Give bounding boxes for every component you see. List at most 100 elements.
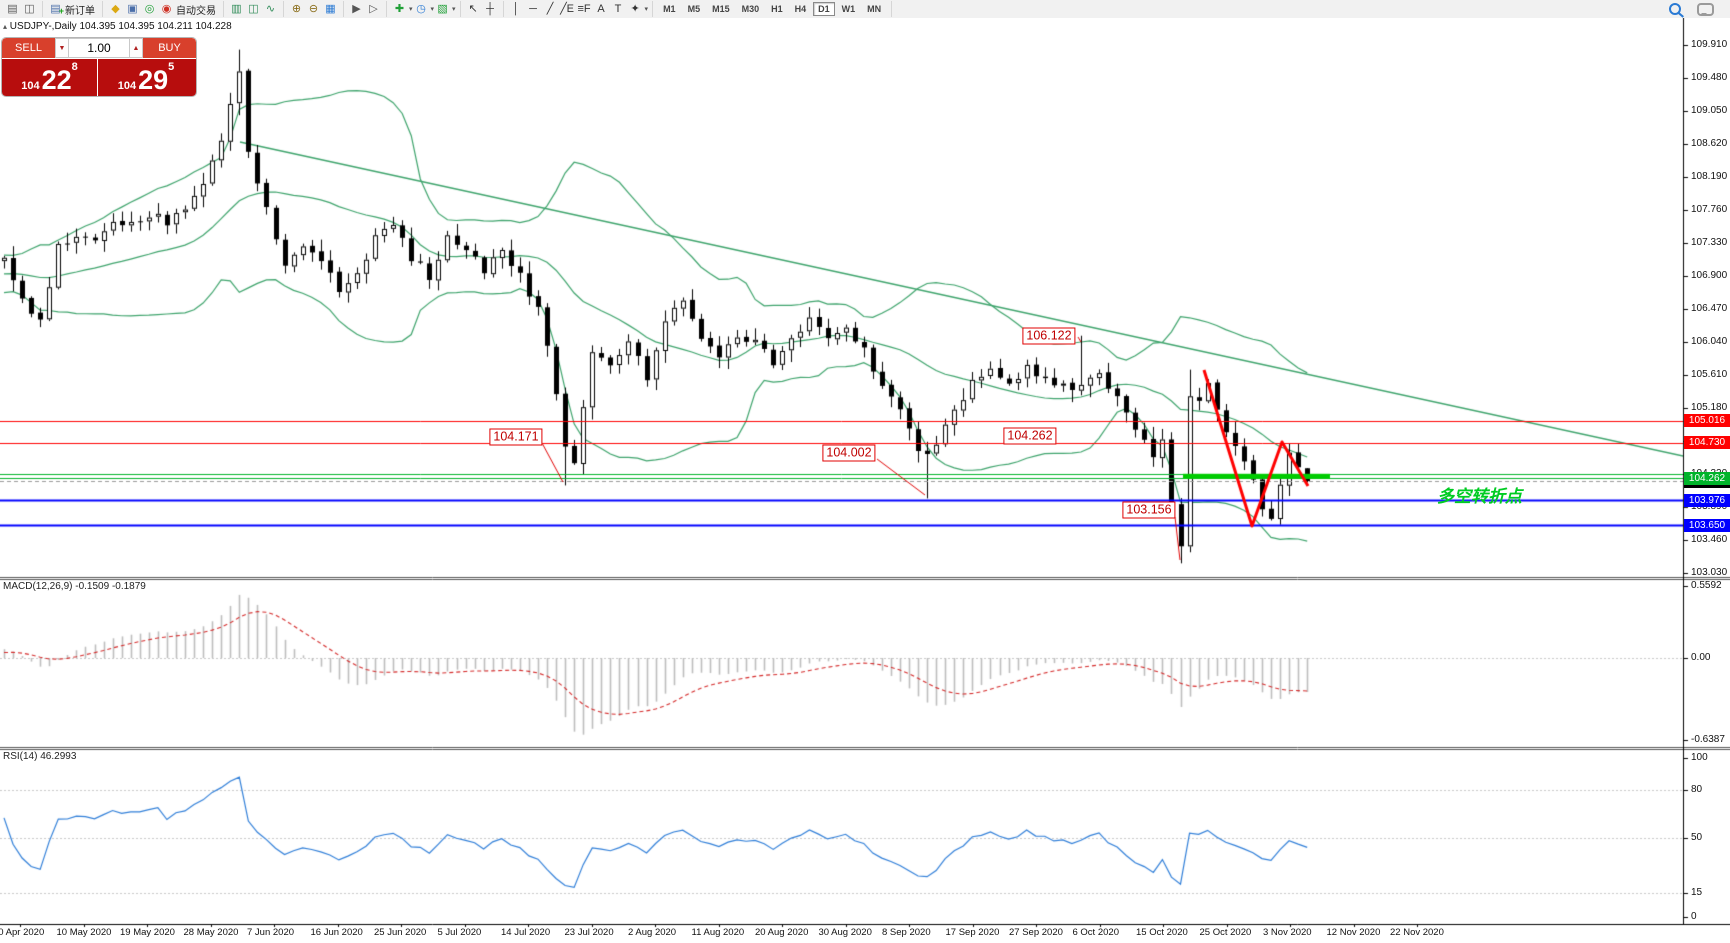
rsi-axis-tick: 80 (1691, 783, 1703, 795)
date-axis-label: 6 Oct 2020 (1072, 927, 1119, 938)
price-axis-tick: 106.470 (1691, 303, 1728, 314)
toolbar-group: ⊕ ⊖ ▦ (284, 1, 344, 17)
date-axis-label: 17 Sep 2020 (945, 927, 1000, 938)
price-annotation-label[interactable]: 106.122 (1022, 327, 1076, 345)
templates-icon[interactable]: ▧ (437, 2, 448, 15)
text-icon[interactable]: A (597, 2, 605, 15)
date-axis-label: 19 May 2020 (120, 927, 175, 938)
indicators-icon-dropdown[interactable]: ▾ (409, 6, 413, 13)
timeframe-h1[interactable]: H1 (771, 4, 783, 14)
vertical-line-icon[interactable]: │ (512, 2, 520, 15)
autotrading-icon[interactable]: ◉ (161, 2, 172, 15)
crosshair-icon[interactable]: ┼ (486, 2, 494, 15)
sell-price[interactable]: 104 22 8 (2, 59, 98, 96)
chart-title: ▴ USDJPY-,Daily 104.395 104.395 104.211 … (3, 21, 232, 32)
date-axis-label: 16 Jun 2020 (310, 927, 363, 938)
price-axis-tick: 108.620 (1691, 138, 1728, 149)
volume-input[interactable] (69, 38, 129, 58)
price-axis-tick: 103.030 (1691, 567, 1728, 578)
price-axis-tick: 109.480 (1691, 72, 1728, 83)
line-chart-mode-icon[interactable]: ∿ (265, 2, 276, 15)
metaeditor-icon[interactable]: ◆ (111, 2, 120, 15)
price-annotation-label[interactable]: 104.262 (1003, 427, 1057, 445)
date-axis-label: 23 Jul 2020 (564, 927, 614, 938)
chat-icon[interactable] (1697, 2, 1714, 16)
buy-price[interactable]: 104 29 5 (98, 59, 194, 96)
sell-button[interactable]: SELL (2, 38, 55, 58)
price-level-badge: 103.650 (1684, 518, 1730, 532)
macd-label: MACD(12,26,9) -0.1509 -0.1879 (3, 581, 146, 592)
profiles-icon[interactable]: ◫ (24, 2, 35, 15)
timeframe-m5[interactable]: M5 (687, 4, 701, 14)
price-axis-tick: 109.050 (1691, 105, 1728, 116)
new-order-icon[interactable]: ▤ + (47, 2, 64, 17)
search-icon[interactable] (1669, 3, 1681, 15)
label-icon[interactable]: T (614, 2, 622, 15)
rsi-label: RSI(14) 46.2993 (3, 751, 77, 762)
shapes-icon-dropdown[interactable]: ▾ (644, 6, 649, 13)
date-axis-label: 25 Oct 2020 (1199, 927, 1252, 938)
price-axis-tick: 106.040 (1691, 336, 1728, 347)
signals-icon[interactable]: ◎ (144, 2, 155, 15)
auto-scroll-icon[interactable]: ▶ (352, 2, 361, 15)
date-axis-label: 7 Jun 2020 (247, 927, 295, 938)
date-axis-label: 15 Oct 2020 (1136, 927, 1188, 938)
price-annotation-label[interactable]: 104.002 (822, 444, 876, 462)
bar-chart-mode-icon[interactable]: ▥ (231, 2, 242, 15)
price-level-badge: 104.730 (1684, 436, 1730, 450)
periods-icon-dropdown[interactable]: ▾ (430, 6, 435, 13)
price-annotation-label[interactable]: 104.171 (489, 428, 543, 446)
new-order-icon-label[interactable]: 新订单 (65, 5, 95, 17)
macd-axis-tick: 0.5592 (1691, 579, 1722, 591)
fibonacci-icon[interactable]: ≡F (577, 2, 591, 15)
chart-area: ▴ USDJPY-,Daily 104.395 104.395 104.211 … (0, 18, 1730, 943)
sell-price-big: 22 (41, 65, 72, 95)
timeframe-m1[interactable]: M1 (663, 4, 676, 14)
volume-decrease-button[interactable]: ▼ (55, 38, 69, 58)
date-axis-label: 22 Nov 2020 (1390, 927, 1444, 938)
toolbar-group: ↖ ┼ (461, 1, 504, 17)
buy-price-prefix: 104 (117, 80, 137, 92)
sell-price-prefix: 104 (21, 80, 40, 92)
new-chart-icon[interactable]: ▤ (7, 2, 18, 15)
price-level-badge: 105.016 (1684, 414, 1730, 428)
indicators-icon[interactable]: ✚ (394, 2, 405, 15)
price-chart-canvas[interactable] (0, 18, 1730, 943)
timeframe-mn[interactable]: MN (867, 4, 882, 14)
timeframe-d1[interactable]: D1 (813, 2, 835, 16)
buy-button[interactable]: BUY (143, 38, 196, 58)
date-axis-label: 2 Aug 2020 (628, 927, 677, 938)
date-axis-label: 5 Jul 2020 (437, 927, 482, 938)
toolbar-group: ◆ ▣ ◎ ◉ 自动交易 (103, 1, 224, 17)
chart-shift-icon[interactable]: ▷ (369, 2, 378, 15)
price-axis-tick: 105.180 (1691, 402, 1728, 413)
volume-increase-button[interactable]: ▲ (129, 38, 143, 58)
rsi-axis-tick: 50 (1691, 831, 1703, 843)
timeframe-m30[interactable]: M30 (741, 4, 760, 14)
autotrading-icon-label[interactable]: 自动交易 (176, 5, 216, 17)
plus-overlay-icon: + (58, 5, 64, 16)
trendline-icon[interactable]: ╱ (546, 2, 554, 15)
cursor-icon[interactable]: ↖ (468, 2, 478, 15)
price-axis-tick: 107.760 (1691, 204, 1728, 215)
price-level-badge: 103.976 (1684, 493, 1730, 507)
rsi-axis-tick: 0 (1691, 911, 1697, 922)
toolbar-group: ▶ ▷ (344, 1, 387, 17)
tile-windows-icon[interactable]: ▦ (325, 2, 336, 15)
horizontal-line-icon[interactable]: ─ (529, 2, 537, 15)
periods-icon[interactable]: ◷ (416, 2, 426, 15)
terminal-icon[interactable]: ▣ (127, 2, 138, 15)
timeframe-m15[interactable]: M15 (712, 4, 730, 14)
toolbar-group: │ ─ ╱ ╱E ≡F A T ✦ ▾ (504, 1, 654, 17)
price-annotation-label[interactable]: 103.156 (1122, 501, 1176, 519)
timeframe-w1[interactable]: W1 (841, 4, 856, 14)
date-axis-label: 28 May 2020 (183, 927, 239, 938)
zoom-out-icon[interactable]: ⊖ (308, 2, 319, 15)
timeframe-h4[interactable]: H4 (794, 4, 807, 14)
channel-icon[interactable]: ╱E (560, 2, 575, 15)
candlestick-mode-icon[interactable]: ◫ (248, 2, 259, 15)
buy-price-pip: 5 (168, 61, 175, 73)
zoom-in-icon[interactable]: ⊕ (291, 2, 302, 15)
shapes-icon[interactable]: ✦ (630, 2, 640, 15)
templates-icon-dropdown[interactable]: ▾ (452, 6, 456, 13)
